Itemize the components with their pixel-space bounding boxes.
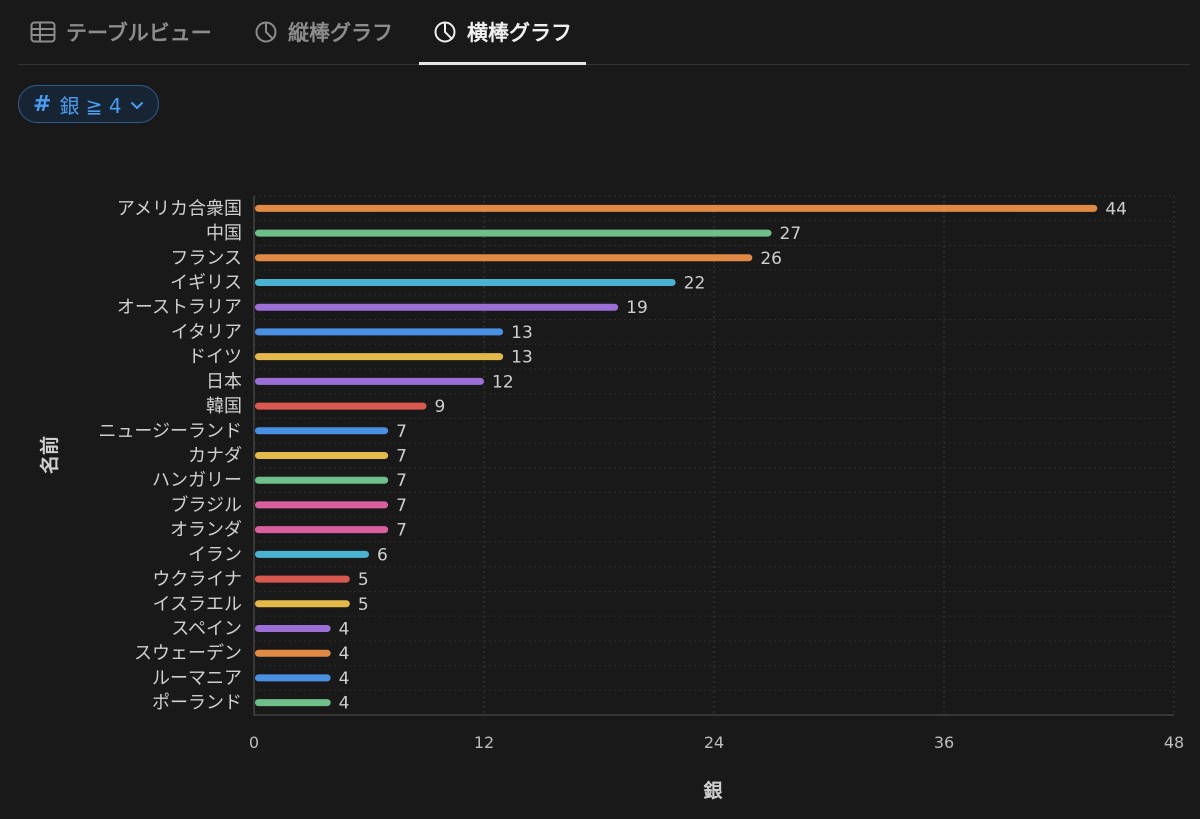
data-label: 5	[358, 570, 369, 590]
x-tick-label: 24	[704, 733, 724, 752]
category-label: スウェーデン	[134, 643, 242, 664]
bar	[255, 699, 331, 707]
category-label: スペイン	[171, 619, 242, 640]
data-label: 4	[339, 694, 350, 714]
filter-chip[interactable]: # 銀 ≧ 4	[18, 85, 159, 123]
data-label: 9	[435, 397, 446, 417]
category-label: ニュージーランド	[98, 421, 242, 442]
bar	[255, 254, 753, 262]
bar	[255, 625, 331, 632]
data-label: 5	[358, 595, 369, 615]
data-label: 13	[511, 323, 533, 343]
bar	[255, 353, 504, 361]
bar	[255, 526, 389, 534]
data-label: 4	[339, 620, 350, 640]
category-label: ウクライナ	[152, 569, 242, 590]
category-label: ルーマニア	[152, 668, 242, 689]
category-label: イラン	[188, 544, 242, 565]
bar	[255, 476, 389, 484]
tab-horizontal-bar[interactable]: 横棒グラフ	[419, 0, 586, 65]
category-label: カナダ	[188, 446, 242, 467]
x-tick-label: 48	[1164, 733, 1184, 752]
bar	[255, 501, 389, 509]
category-label: イギリス	[170, 273, 242, 294]
bar	[255, 452, 389, 459]
tab-table-view[interactable]: テーブルビュー	[30, 0, 212, 64]
chart-pie-icon	[254, 20, 278, 44]
bar	[255, 674, 331, 682]
chevron-down-icon	[130, 92, 144, 116]
category-label: イスラエル	[153, 594, 242, 615]
category-label: 韓国	[206, 396, 242, 417]
bar	[255, 303, 619, 311]
category-label: ドイツ	[188, 347, 242, 368]
data-label: 4	[339, 644, 350, 664]
category-label: アメリカ合衆国	[117, 198, 242, 219]
x-axis-title: 銀	[703, 779, 722, 802]
y-axis-title: 名前	[38, 436, 61, 474]
data-label: 13	[511, 348, 533, 368]
data-label: 7	[396, 496, 407, 516]
bar	[255, 328, 504, 336]
bar	[255, 377, 484, 385]
tab-vertical-bar[interactable]: 縦棒グラフ	[254, 0, 393, 64]
table-icon	[30, 21, 56, 43]
bar	[255, 600, 350, 608]
x-tick-label: 36	[934, 733, 954, 752]
category-label: 中国	[206, 223, 242, 244]
category-label: ポーランド	[152, 693, 242, 714]
chart-pie-icon	[433, 20, 457, 44]
category-label: イタリア	[171, 322, 242, 343]
category-label: オランダ	[170, 520, 242, 541]
bar	[255, 204, 1098, 212]
number-property-icon: #	[33, 91, 52, 117]
category-label: オーストラリア	[117, 297, 242, 318]
bar	[255, 427, 389, 435]
data-label: 6	[377, 545, 388, 565]
category-label: ブラジル	[170, 494, 242, 516]
data-label: 26	[760, 249, 782, 269]
data-label: 22	[684, 274, 706, 294]
category-label: フランス	[170, 248, 242, 269]
category-label: ハンガリー	[152, 470, 242, 491]
tab-label: 横棒グラフ	[467, 21, 572, 45]
x-tick-label: 12	[474, 733, 494, 752]
tab-label: 縦棒グラフ	[288, 21, 393, 45]
filter-label: 銀 ≧ 4	[59, 93, 122, 118]
category-label: 日本	[206, 371, 242, 392]
data-label: 19	[626, 298, 648, 318]
data-label: 12	[492, 372, 514, 392]
data-label: 7	[396, 521, 407, 541]
view-tabs: テーブルビュー 縦棒グラフ 横棒グラフ	[18, 0, 1190, 65]
bar	[255, 550, 369, 558]
bar	[255, 402, 427, 410]
tab-label: テーブルビュー	[66, 21, 212, 45]
data-label: 44	[1105, 199, 1127, 219]
bar	[255, 229, 772, 237]
data-label: 7	[396, 471, 407, 491]
x-tick-label: 0	[249, 733, 259, 752]
data-label: 7	[396, 422, 407, 442]
data-label: 27	[780, 224, 802, 244]
bar	[255, 649, 331, 657]
bar	[255, 279, 676, 286]
data-label: 7	[396, 447, 407, 467]
bar	[255, 575, 350, 583]
data-label: 4	[339, 669, 350, 689]
